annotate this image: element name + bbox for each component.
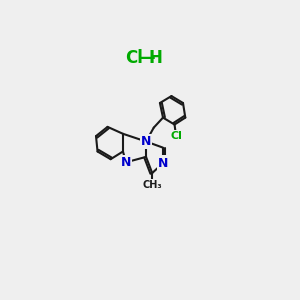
Text: H: H xyxy=(148,49,162,67)
Text: N: N xyxy=(158,157,168,169)
Text: Cl: Cl xyxy=(170,131,182,141)
Text: CH₃: CH₃ xyxy=(142,180,162,190)
Text: Cl: Cl xyxy=(125,49,143,67)
Text: N: N xyxy=(141,135,151,148)
Text: N: N xyxy=(121,156,131,169)
Text: —: — xyxy=(138,49,155,67)
